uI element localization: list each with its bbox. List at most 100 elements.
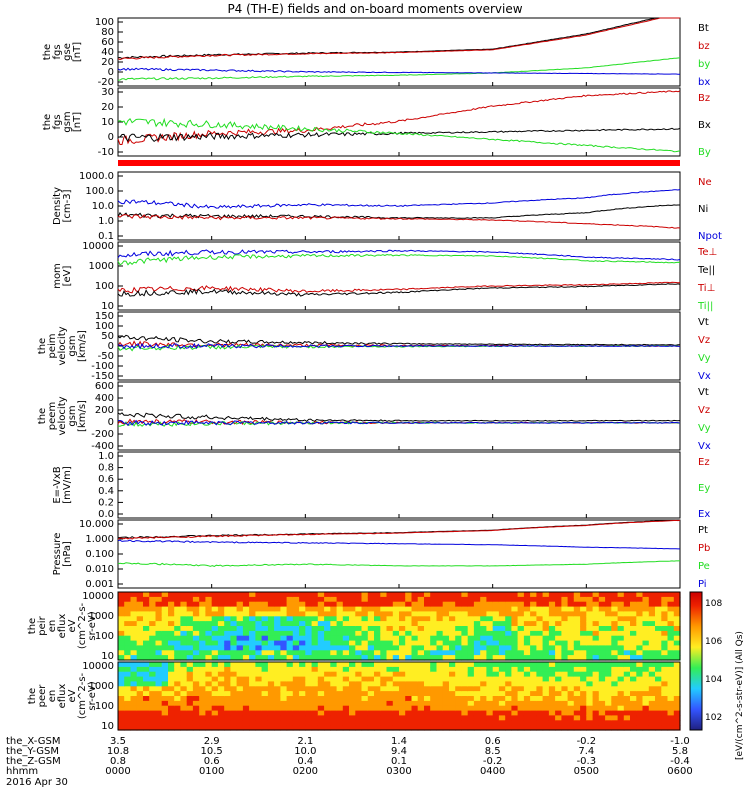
heatmap-cell (530, 616, 537, 622)
heatmap-cell (648, 676, 656, 683)
heatmap-cell (642, 715, 650, 721)
heatmap-cell (667, 700, 675, 707)
heatmap-cell (623, 596, 631, 603)
heatmap-cell (236, 640, 244, 647)
heatmap-cell (586, 662, 594, 668)
heatmap-cell (261, 592, 269, 598)
heatmap-cell (155, 640, 163, 647)
heatmap-cell (424, 645, 431, 651)
heatmap-cell (536, 635, 544, 642)
heatmap-cell (573, 686, 581, 692)
heatmap-cell (317, 650, 325, 656)
heatmap-cell (411, 700, 419, 707)
heatmap-cell (449, 626, 456, 632)
heatmap-cell (461, 720, 469, 726)
heatmap-cell (143, 720, 150, 726)
heatmap-cell (673, 666, 681, 673)
heatmap-cell (274, 705, 281, 712)
heatmap-cell (498, 621, 506, 627)
heatmap-cell (349, 596, 356, 603)
heatmap-cell (136, 621, 144, 627)
heatmap-cell (530, 650, 537, 656)
heatmap-cell (480, 630, 487, 637)
heatmap-cell (205, 715, 213, 721)
heatmap-cell (261, 700, 269, 707)
heatmap-cell (336, 671, 344, 678)
heatmap-cell (168, 662, 175, 668)
heatmap-cell (230, 710, 238, 717)
heatmap-cell (267, 630, 275, 637)
heatmap-cell (573, 655, 581, 661)
heatmap-cell (486, 720, 494, 726)
heatmap-cell (498, 671, 506, 678)
heatmap-cell (342, 671, 350, 678)
heatmap-cell (292, 596, 300, 603)
xaxis-value: -1.0 (670, 736, 690, 747)
heatmap-cell (317, 621, 325, 627)
heatmap-cell (124, 596, 131, 603)
heatmap-cell (299, 696, 306, 702)
heatmap-cell (492, 606, 500, 613)
heatmap-cell (511, 720, 519, 726)
heatmap-cell (224, 650, 231, 656)
heatmap-cell (673, 635, 681, 642)
heatmap-cell (205, 676, 213, 683)
ytick-label: 100.0 (85, 186, 114, 197)
heatmap-cell (143, 650, 150, 656)
heatmap-cell (480, 691, 487, 697)
heatmap-cell (449, 725, 456, 731)
heatmap-cell (542, 616, 550, 622)
heatmap-cell (211, 626, 219, 632)
xaxis-row-label: the_Z-GSM (6, 756, 61, 767)
heatmap-cell (411, 596, 419, 603)
heatmap-cell (380, 616, 388, 622)
heatmap-cell (523, 635, 531, 642)
heatmap-cell (249, 592, 256, 598)
heatmap-cell (374, 715, 381, 721)
heatmap-cell (286, 710, 294, 717)
heatmap-cell (374, 606, 381, 613)
heatmap-cell (461, 715, 469, 721)
heatmap-cell (342, 676, 350, 683)
heatmap-cell (374, 686, 381, 692)
ytick-label: 10 (101, 301, 114, 312)
heatmap-cell (174, 592, 181, 598)
heatmap-cell (286, 616, 294, 622)
heatmap-cell (299, 655, 306, 661)
heatmap-cell (136, 696, 144, 702)
heatmap-cell (136, 650, 144, 656)
ytick-label: 10.0 (92, 201, 114, 212)
heatmap-cell (561, 606, 569, 613)
heatmap-cell (555, 640, 562, 647)
heatmap-cell (305, 611, 313, 617)
heatmap-cell (168, 616, 175, 622)
heatmap-cell (592, 650, 600, 656)
heatmap-cell (630, 621, 637, 627)
heatmap-cell (586, 592, 594, 598)
heatmap-cell (324, 640, 331, 647)
heatmap-cell (673, 592, 681, 598)
heatmap-cell (217, 601, 225, 608)
heatmap-cell (517, 720, 525, 726)
heatmap-cell (655, 666, 662, 673)
heatmap-cell (274, 666, 281, 673)
heatmap-cell (405, 645, 412, 651)
heatmap-cell (611, 621, 619, 627)
heatmap-cell (155, 720, 163, 726)
heatmap-cell (630, 691, 637, 697)
heatmap-cell (199, 696, 206, 702)
heatmap-cell (580, 691, 587, 697)
heatmap-cell (498, 686, 506, 692)
heatmap-cell (336, 681, 344, 687)
heatmap-cell (374, 650, 381, 656)
heatmap-cell (417, 681, 425, 687)
heatmap-cell (473, 666, 481, 673)
heatmap-cell (392, 640, 400, 647)
heatmap-cell (236, 700, 244, 707)
heatmap-cell (642, 592, 650, 598)
heatmap-cell (342, 611, 350, 617)
heatmap-cell (605, 710, 612, 717)
heatmap-cell (205, 725, 213, 731)
heatmap-cell (636, 671, 644, 678)
heatmap-cell (611, 666, 619, 673)
